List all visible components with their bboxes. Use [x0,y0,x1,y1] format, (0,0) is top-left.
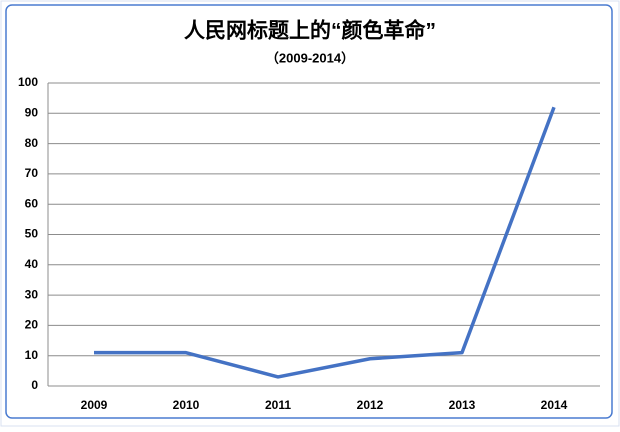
y-tick-label: 90 [25,105,39,119]
y-tick-label: 70 [25,166,39,180]
y-tick-label: 50 [25,227,39,241]
x-tick-label: 2014 [541,398,568,412]
chart-frame [5,4,613,419]
y-tick-label: 10 [25,348,39,362]
y-tick-label: 0 [31,378,38,392]
x-tick-label: 2011 [265,398,291,412]
x-tick-label: 2012 [357,398,384,412]
y-tick-label: 30 [25,287,39,301]
y-tick-label: 80 [25,136,39,150]
y-tick-label: 40 [25,257,39,271]
x-tick-label: 2009 [81,398,108,412]
x-tick-label: 2010 [173,398,200,412]
chart-subtitle: （2009-2014） [266,50,354,65]
y-tick-label: 20 [25,318,39,332]
data-line [94,106,556,379]
chart-title: 人民网标题上的“颜色革命” [184,19,436,43]
y-tick-label: 60 [25,196,39,210]
x-tick-label: 2013 [449,398,476,412]
y-tick-label: 100 [18,75,38,89]
